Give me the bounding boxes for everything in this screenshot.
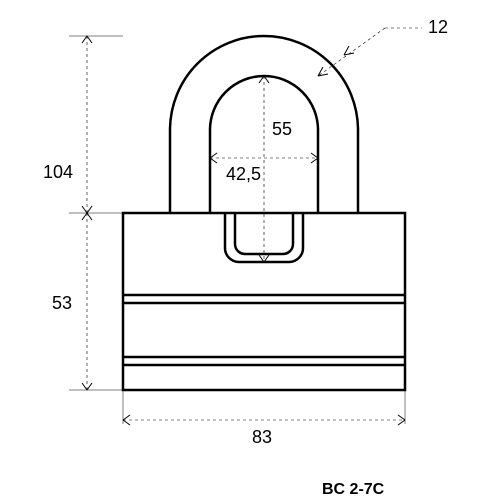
dim-shackle-w-text: 42,5 — [226, 164, 261, 184]
dim-h-body-text: 53 — [52, 293, 72, 313]
arrow-thick-outer — [344, 46, 354, 55]
dim-thick-leader1 — [318, 28, 385, 76]
dim-thick-text: 12 — [428, 17, 448, 37]
dim-width-text: 83 — [252, 427, 272, 447]
product-label: BC 2-7C — [322, 481, 385, 498]
dim-shackle-h-text: 55 — [272, 119, 292, 139]
padlock-drawing: 104 53 83 42,5 55 — [0, 0, 500, 500]
dim-h-total-text: 104 — [43, 162, 73, 182]
